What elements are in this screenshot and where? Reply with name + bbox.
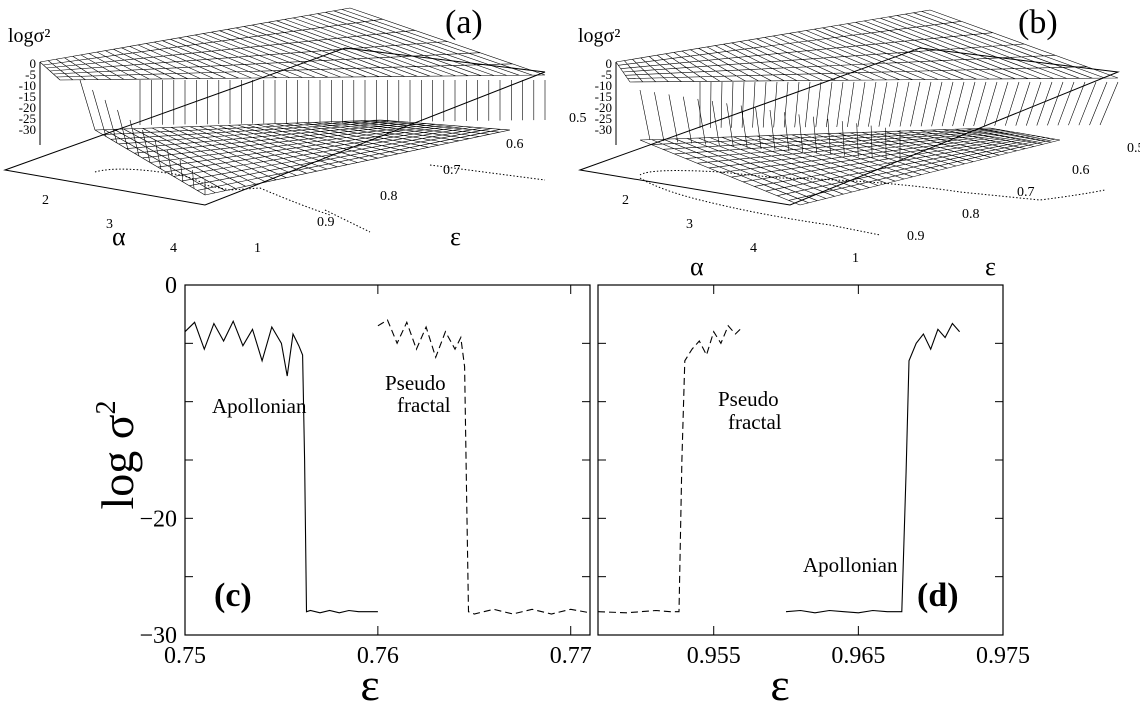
surface-a-low-mesh [94,119,511,196]
z-tick-label: -30 [19,122,36,137]
series-c [184,319,591,615]
surface-b-low-mesh [639,127,1061,206]
series-d [597,322,961,614]
axis-tick-label: 0.5 [569,111,587,126]
xlabel-c: ε [360,659,379,707]
mesh-b-plateau [615,9,1119,83]
z-tick-label: -15 [19,89,36,104]
line-plot-c: 0.75 0.76 0.77 0 −20 −30 Apollonian Pseudo fr… [91,273,592,707]
y-tick-label: −30 [139,623,177,649]
surface-a-contour [94,164,546,233]
x-tick-label: 0.955 [687,643,741,669]
series-line-pseudo-fractal [597,324,743,614]
eps-ticks-b: 1 0.9 0.8 0.7 0.6 0.5 [852,141,1140,266]
x-tick-label: 0.75 [164,643,206,669]
axis-ticks-d: 0.955 0.965 0.975 [598,284,1030,669]
axis-ticks-c: 0.75 0.76 0.77 0 −20 −30 [139,273,591,669]
ylabel-c-exp: 2 [91,400,122,414]
surface-b-contour [639,170,1106,236]
alpha-ticks-b: 2 3 4 [622,193,757,256]
surface-a-floor [3,47,546,206]
panel-label-c: (c) [214,577,252,614]
axis-tick-label: 2 [42,193,49,208]
eps-label-b: ε [985,252,996,281]
xlabel-d: ε [770,659,789,707]
alpha-label-b: α [690,252,704,281]
mesh-a-wall-back [139,80,546,125]
axis-tick-label: 1 [852,251,859,266]
axis-tick-label: 1 [254,241,261,256]
surface-b-floor [578,47,1120,206]
annotation-c-pseudo-1: Pseudo [385,371,446,395]
axis-tick-label: 0.8 [380,189,398,204]
axis-tick-label: 0.5 [1127,141,1140,156]
axis-tick-label: 4 [750,241,757,256]
z-tick-label: -25 [595,111,612,126]
mesh-b-wall-back [699,81,1119,128]
z-tick-label: -20 [595,100,612,115]
y-tick-label: 0 [165,273,177,299]
x-tick-label: 0.77 [550,643,592,669]
zlabel-b: logσ² [578,25,620,47]
z-tick-label: -20 [19,100,36,115]
z-ticks-b: 0-5-10-15-20-25-30 [595,56,612,137]
mesh-b-wall-left [639,89,901,160]
axis-tick-label: 0.6 [506,137,524,152]
annotation-d-pseudo-1: Pseudo [718,387,779,411]
surface-plot-b: logσ² (b) 0-5-10-15-20-25-30 α 2 3 4 ε 1 0.… [578,4,1140,281]
x-tick-label: 0.76 [357,643,399,669]
surface-plot-a: logσ² (a) 0-5-10-15-20-25-30 α 2 3 4 ε 1 0.… [3,4,587,256]
z-ticks-a: 0-5-10-15-20-25-30 [19,56,36,137]
eps-ticks-a: 1 0.9 0.8 0.7 0.6 0.5 [254,111,587,256]
panel-label-a: (a) [445,4,483,41]
series-line-apollonian [184,319,378,614]
annotation-c-apollonian: Apollonian [212,394,307,418]
mesh-a-floor-grid [94,119,511,196]
axis-tick-label: 0.9 [317,215,335,230]
z-tick-label: -25 [19,111,36,126]
surface-b-top-mesh [615,9,1119,160]
series-line-pseudo-fractal [377,319,591,615]
axis-tick-label: 0.6 [1072,163,1090,178]
axis-tick-label: 2 [622,193,629,208]
panel-label-b: (b) [1018,4,1058,41]
zlabel-a: logσ² [8,25,50,47]
surface-a-top-mesh [39,7,546,195]
z-tick-label: -10 [595,78,612,93]
axis-tick-label: 0.7 [1017,185,1035,200]
annotation-d-apollonian: Apollonian [803,553,898,577]
x-tick-label: 0.975 [976,643,1030,669]
z-tick-label: -10 [19,78,36,93]
axis-tick-label: 0.7 [443,163,461,178]
panel-label-d: (d) [917,577,959,614]
alpha-label-a: α [112,222,126,251]
ylabel-c-main: log σ [92,414,143,509]
z-tick-label: 0 [606,56,613,71]
ylabel-c: log σ2 [91,400,143,509]
x-tick-label: 0.965 [831,643,885,669]
axis-tick-label: 3 [106,217,113,232]
annotation-d-pseudo-2: fractal [728,410,782,434]
axis-tick-label: 4 [170,241,177,256]
mesh-a-plateau [39,7,546,81]
axis-tick-label: 0.8 [962,207,980,222]
mesh-b-floor-grid [639,127,1061,206]
z-tick-label: -15 [595,89,612,104]
alpha-ticks-a: 2 3 4 [42,193,177,256]
axis-tick-label: 3 [686,217,693,232]
line-plot-d: 0.955 0.965 0.975 Pseudo fractal Apollonia… [597,284,1030,707]
z-tick-label: -5 [601,67,612,82]
series-line-apollonian [785,322,961,614]
eps-label-a: ε [450,222,461,251]
z-tick-label: -30 [595,122,612,137]
z-tick-label: 0 [30,56,37,71]
y-tick-label: −20 [139,506,177,532]
axis-tick-label: 0.9 [907,229,925,244]
annotation-c-pseudo-2: fractal [397,393,451,417]
z-tick-label: -5 [25,67,36,82]
